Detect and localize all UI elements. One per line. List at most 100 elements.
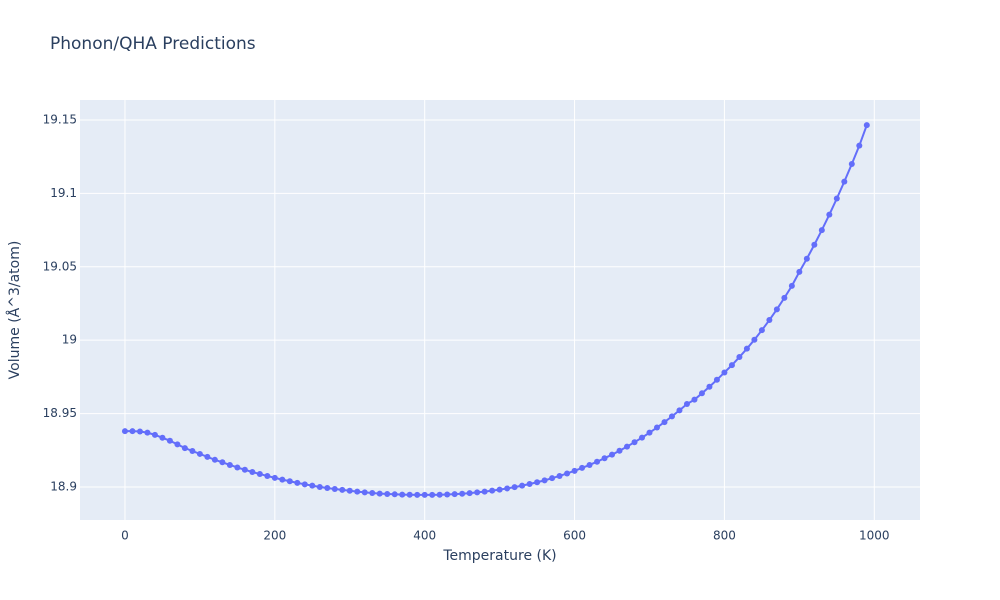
marker bbox=[773, 306, 780, 313]
marker bbox=[698, 390, 705, 397]
marker bbox=[668, 413, 675, 420]
y-tick-label: 18.95 bbox=[43, 406, 77, 420]
y-tick-label: 19.1 bbox=[50, 186, 77, 200]
marker bbox=[624, 443, 631, 450]
x-tick-label: 400 bbox=[413, 529, 436, 543]
marker bbox=[661, 419, 668, 426]
marker bbox=[301, 481, 308, 488]
marker bbox=[803, 255, 810, 262]
marker bbox=[504, 485, 511, 492]
y-axis-label: Volume (Å^3/atom) bbox=[6, 241, 23, 380]
marker bbox=[264, 472, 271, 479]
marker bbox=[496, 486, 503, 493]
marker bbox=[174, 441, 181, 448]
marker bbox=[826, 211, 833, 218]
marker bbox=[519, 482, 526, 489]
marker bbox=[451, 491, 458, 498]
marker bbox=[204, 453, 211, 460]
marker bbox=[541, 477, 548, 484]
marker bbox=[609, 451, 616, 458]
marker bbox=[856, 142, 863, 149]
marker bbox=[564, 470, 571, 477]
marker bbox=[594, 458, 601, 465]
marker bbox=[136, 428, 143, 435]
marker bbox=[181, 445, 188, 452]
marker bbox=[638, 434, 645, 441]
marker bbox=[571, 467, 578, 474]
y-tick-label: 18.9 bbox=[50, 479, 77, 493]
marker bbox=[339, 486, 346, 493]
marker bbox=[691, 396, 698, 403]
marker bbox=[489, 487, 496, 494]
y-tick-label: 19 bbox=[62, 333, 77, 347]
marker bbox=[256, 471, 263, 478]
marker bbox=[556, 472, 563, 479]
marker bbox=[151, 431, 158, 438]
x-axis-label: Temperature (K) bbox=[442, 548, 556, 564]
line bbox=[124, 124, 868, 496]
marker bbox=[406, 491, 413, 498]
marker bbox=[391, 491, 398, 498]
marker bbox=[511, 484, 518, 491]
marker bbox=[721, 369, 728, 376]
marker bbox=[466, 490, 473, 497]
marker bbox=[683, 401, 690, 408]
marker bbox=[346, 487, 353, 494]
marker bbox=[241, 466, 248, 473]
x-tick-label: 600 bbox=[563, 529, 586, 543]
marker bbox=[271, 474, 278, 481]
marker bbox=[758, 327, 765, 334]
marker bbox=[399, 491, 406, 498]
marker bbox=[841, 178, 848, 185]
marker bbox=[728, 362, 735, 369]
marker bbox=[586, 461, 593, 468]
marker bbox=[211, 456, 218, 463]
marker bbox=[631, 439, 638, 446]
marker bbox=[766, 317, 773, 324]
marker bbox=[818, 227, 825, 234]
marker bbox=[616, 447, 623, 454]
marker bbox=[286, 478, 293, 485]
marker bbox=[863, 122, 870, 129]
chart-title: Phonon/QHA Predictions bbox=[50, 34, 256, 54]
marker bbox=[751, 336, 758, 343]
marker bbox=[361, 489, 368, 496]
marker bbox=[646, 429, 653, 436]
marker bbox=[226, 461, 233, 468]
marker bbox=[736, 354, 743, 361]
marker bbox=[249, 468, 256, 475]
marker bbox=[848, 161, 855, 168]
marker bbox=[579, 464, 586, 471]
marker bbox=[788, 282, 795, 289]
marker bbox=[481, 488, 488, 495]
marker bbox=[369, 489, 376, 496]
marker bbox=[279, 476, 286, 483]
marker bbox=[601, 455, 608, 462]
marker bbox=[796, 268, 803, 275]
x-tick-label: 200 bbox=[263, 529, 286, 543]
marker bbox=[316, 483, 323, 490]
marker bbox=[234, 464, 241, 471]
marker bbox=[219, 459, 226, 466]
marker bbox=[676, 407, 683, 414]
marker bbox=[376, 490, 383, 497]
marker bbox=[196, 450, 203, 457]
marker bbox=[811, 241, 818, 248]
marker bbox=[549, 475, 556, 482]
marker bbox=[436, 491, 443, 498]
x-tick-label: 800 bbox=[713, 529, 736, 543]
marker bbox=[166, 437, 173, 444]
plot-background bbox=[80, 100, 920, 520]
y-tick-label: 19.05 bbox=[43, 259, 77, 273]
marker bbox=[653, 424, 660, 431]
marker bbox=[713, 376, 720, 383]
y-tick-label: 19.15 bbox=[43, 112, 77, 126]
marker bbox=[534, 479, 541, 486]
x-tick-label: 0 bbox=[121, 529, 129, 543]
marker bbox=[121, 428, 128, 435]
marker bbox=[429, 491, 436, 498]
marker bbox=[354, 488, 361, 495]
marker bbox=[706, 383, 713, 390]
marker bbox=[331, 486, 338, 493]
